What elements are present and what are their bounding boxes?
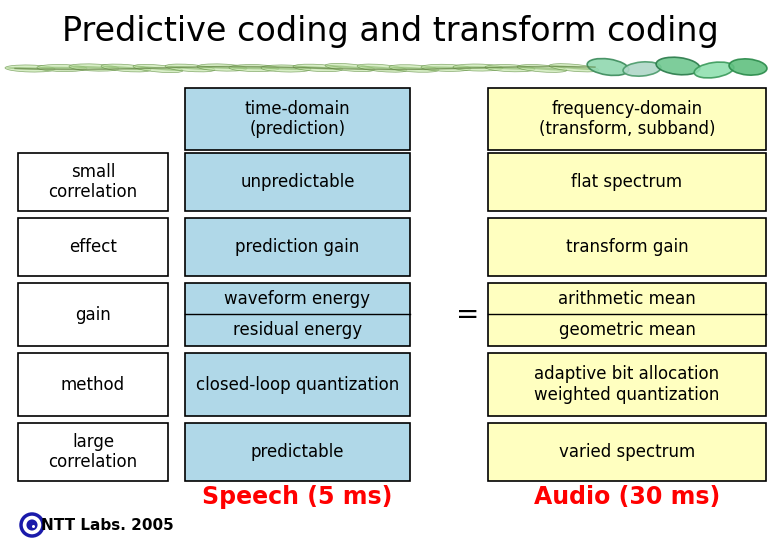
Ellipse shape — [656, 57, 700, 75]
Ellipse shape — [261, 65, 311, 72]
Text: predictable: predictable — [250, 443, 344, 461]
Ellipse shape — [166, 66, 214, 70]
Ellipse shape — [549, 64, 599, 72]
Circle shape — [27, 521, 37, 530]
Circle shape — [32, 525, 35, 528]
Ellipse shape — [198, 66, 246, 69]
Ellipse shape — [37, 64, 87, 72]
Ellipse shape — [358, 66, 406, 71]
Bar — [18, 283, 168, 346]
Ellipse shape — [485, 65, 535, 72]
Bar — [185, 218, 410, 276]
Bar — [488, 153, 766, 211]
Text: gain: gain — [75, 306, 111, 323]
Ellipse shape — [101, 64, 151, 72]
Text: frequency-domain
(transform, subband): frequency-domain (transform, subband) — [539, 99, 715, 138]
Bar — [18, 423, 168, 481]
Text: flat spectrum: flat spectrum — [572, 173, 682, 191]
Ellipse shape — [197, 64, 247, 71]
Bar — [185, 88, 410, 150]
Ellipse shape — [389, 65, 439, 72]
Bar — [488, 88, 766, 150]
Text: =: = — [456, 300, 480, 328]
Bar — [488, 283, 766, 346]
Text: waveform energy: waveform energy — [225, 289, 370, 307]
Ellipse shape — [38, 67, 86, 69]
Text: method: method — [61, 375, 125, 394]
Ellipse shape — [453, 64, 503, 71]
Ellipse shape — [623, 62, 661, 76]
Text: small
correlation: small correlation — [48, 163, 137, 201]
Ellipse shape — [133, 64, 183, 72]
Bar — [185, 423, 410, 481]
Text: geometric mean: geometric mean — [558, 321, 696, 339]
Text: prediction gain: prediction gain — [236, 238, 360, 256]
Text: transform gain: transform gain — [566, 238, 688, 256]
Bar — [488, 218, 766, 276]
Text: time-domain
(prediction): time-domain (prediction) — [245, 99, 350, 138]
Ellipse shape — [587, 58, 629, 76]
Ellipse shape — [165, 64, 215, 72]
Ellipse shape — [421, 64, 471, 71]
Ellipse shape — [454, 66, 502, 69]
Ellipse shape — [5, 65, 55, 72]
Text: closed-loop quantization: closed-loop quantization — [196, 375, 399, 394]
Ellipse shape — [550, 65, 598, 70]
Text: arithmetic mean: arithmetic mean — [558, 289, 696, 307]
Ellipse shape — [229, 65, 279, 72]
Ellipse shape — [294, 66, 342, 70]
Ellipse shape — [486, 66, 534, 70]
Ellipse shape — [325, 64, 375, 72]
Ellipse shape — [102, 66, 150, 70]
Ellipse shape — [6, 67, 54, 70]
Bar — [185, 283, 410, 346]
Ellipse shape — [230, 67, 278, 70]
Ellipse shape — [390, 66, 438, 70]
Ellipse shape — [293, 64, 343, 72]
Ellipse shape — [694, 62, 734, 78]
Text: Audio (30 ms): Audio (30 ms) — [534, 485, 720, 509]
Ellipse shape — [517, 65, 567, 72]
Ellipse shape — [70, 66, 118, 69]
Text: Speech (5 ms): Speech (5 ms) — [202, 485, 392, 509]
Bar — [18, 353, 168, 416]
Ellipse shape — [69, 64, 119, 71]
Bar — [185, 153, 410, 211]
Ellipse shape — [326, 65, 374, 70]
Bar — [185, 353, 410, 416]
Bar — [488, 423, 766, 481]
Ellipse shape — [422, 66, 470, 69]
Text: residual energy: residual energy — [233, 321, 362, 339]
Text: NTT Labs. 2005: NTT Labs. 2005 — [41, 517, 173, 532]
Ellipse shape — [262, 67, 310, 70]
Bar — [18, 153, 168, 211]
Text: Predictive coding and transform coding: Predictive coding and transform coding — [62, 16, 718, 49]
Text: effect: effect — [69, 238, 117, 256]
Ellipse shape — [518, 66, 566, 71]
Ellipse shape — [357, 64, 407, 72]
Ellipse shape — [134, 66, 182, 71]
Text: varied spectrum: varied spectrum — [559, 443, 695, 461]
Text: large
correlation: large correlation — [48, 433, 137, 471]
Text: adaptive bit allocation
weighted quantization: adaptive bit allocation weighted quantiz… — [534, 365, 720, 404]
Ellipse shape — [729, 59, 767, 75]
Bar — [18, 218, 168, 276]
Text: unpredictable: unpredictable — [240, 173, 355, 191]
Bar — [488, 353, 766, 416]
